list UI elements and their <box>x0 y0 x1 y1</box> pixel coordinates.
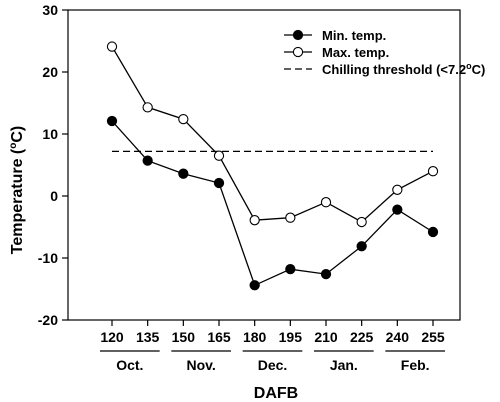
min-temp-point <box>356 241 367 252</box>
x-tick-label: 180 <box>243 329 267 345</box>
x-axis-title: DAFB <box>254 385 298 402</box>
max-temp-point <box>285 212 296 223</box>
month-label: Nov. <box>187 357 216 373</box>
max-temp-point <box>356 216 367 228</box>
max-temp-point <box>178 113 189 125</box>
legend-min-label: Min. temp. <box>322 28 386 43</box>
max-temp-point <box>106 41 118 52</box>
min-temp-point <box>106 115 118 127</box>
min-temp-point <box>320 268 332 280</box>
legend-max-marker <box>292 46 304 58</box>
y-tick-label: 10 <box>42 126 58 142</box>
y-ticks: -20 -10 0 10 20 30 <box>38 2 68 328</box>
min-temp-point <box>249 280 260 291</box>
min-temp-point <box>392 204 403 215</box>
y-tick-label: 30 <box>42 2 58 18</box>
x-tick-label: 255 <box>421 329 445 345</box>
max-temp-point <box>213 150 225 161</box>
x-ticks: 120 135 150 165 180 195 210 225 240 255 <box>100 320 445 345</box>
x-tick-label: 150 <box>172 329 196 345</box>
min-temp-point <box>178 168 189 179</box>
x-tick-label: 120 <box>100 329 124 345</box>
x-tick-label: 135 <box>136 329 160 345</box>
month-label: Jan. <box>330 357 358 373</box>
x-tick-label: 165 <box>207 329 231 345</box>
y-tick-label: 20 <box>42 64 58 80</box>
x-tick-label: 210 <box>314 329 338 345</box>
y-tick-label: -20 <box>38 312 58 328</box>
x-tick-label: 225 <box>350 329 374 345</box>
axes <box>67 9 461 321</box>
x-tick-label: 195 <box>279 329 303 345</box>
min-temp-point <box>427 226 439 238</box>
month-label: Dec. <box>258 357 288 373</box>
plot-frame <box>67 9 461 321</box>
min-temp-point <box>285 264 296 275</box>
max-temp-point <box>142 102 153 113</box>
month-label: Feb. <box>401 357 430 373</box>
y-tick-label: -10 <box>38 250 58 266</box>
min-temp-point <box>142 155 153 166</box>
legend: Min. temp. Max. temp. Chilling threshold… <box>284 28 485 77</box>
month-groups: Oct. Nov. Dec. Jan. Feb. <box>100 350 445 373</box>
min-temp-point <box>213 177 225 189</box>
legend-max-label: Max. temp. <box>322 45 389 60</box>
legend-threshold-label: Chilling threshold (<7.2oC) <box>322 61 485 77</box>
max-temp-point <box>427 166 439 177</box>
max-temp-point <box>249 215 260 226</box>
max-temp-point <box>320 197 332 208</box>
month-label: Oct. <box>116 357 143 373</box>
series-group <box>106 41 439 291</box>
y-tick-label: 0 <box>50 188 58 204</box>
x-tick-label: 240 <box>386 329 410 345</box>
max-temp-line <box>111 46 434 223</box>
max-temp-point <box>392 184 403 195</box>
legend-min-marker <box>292 29 304 41</box>
y-axis-title: Temperature (oC) <box>8 126 26 255</box>
min-temp-line <box>111 120 434 287</box>
